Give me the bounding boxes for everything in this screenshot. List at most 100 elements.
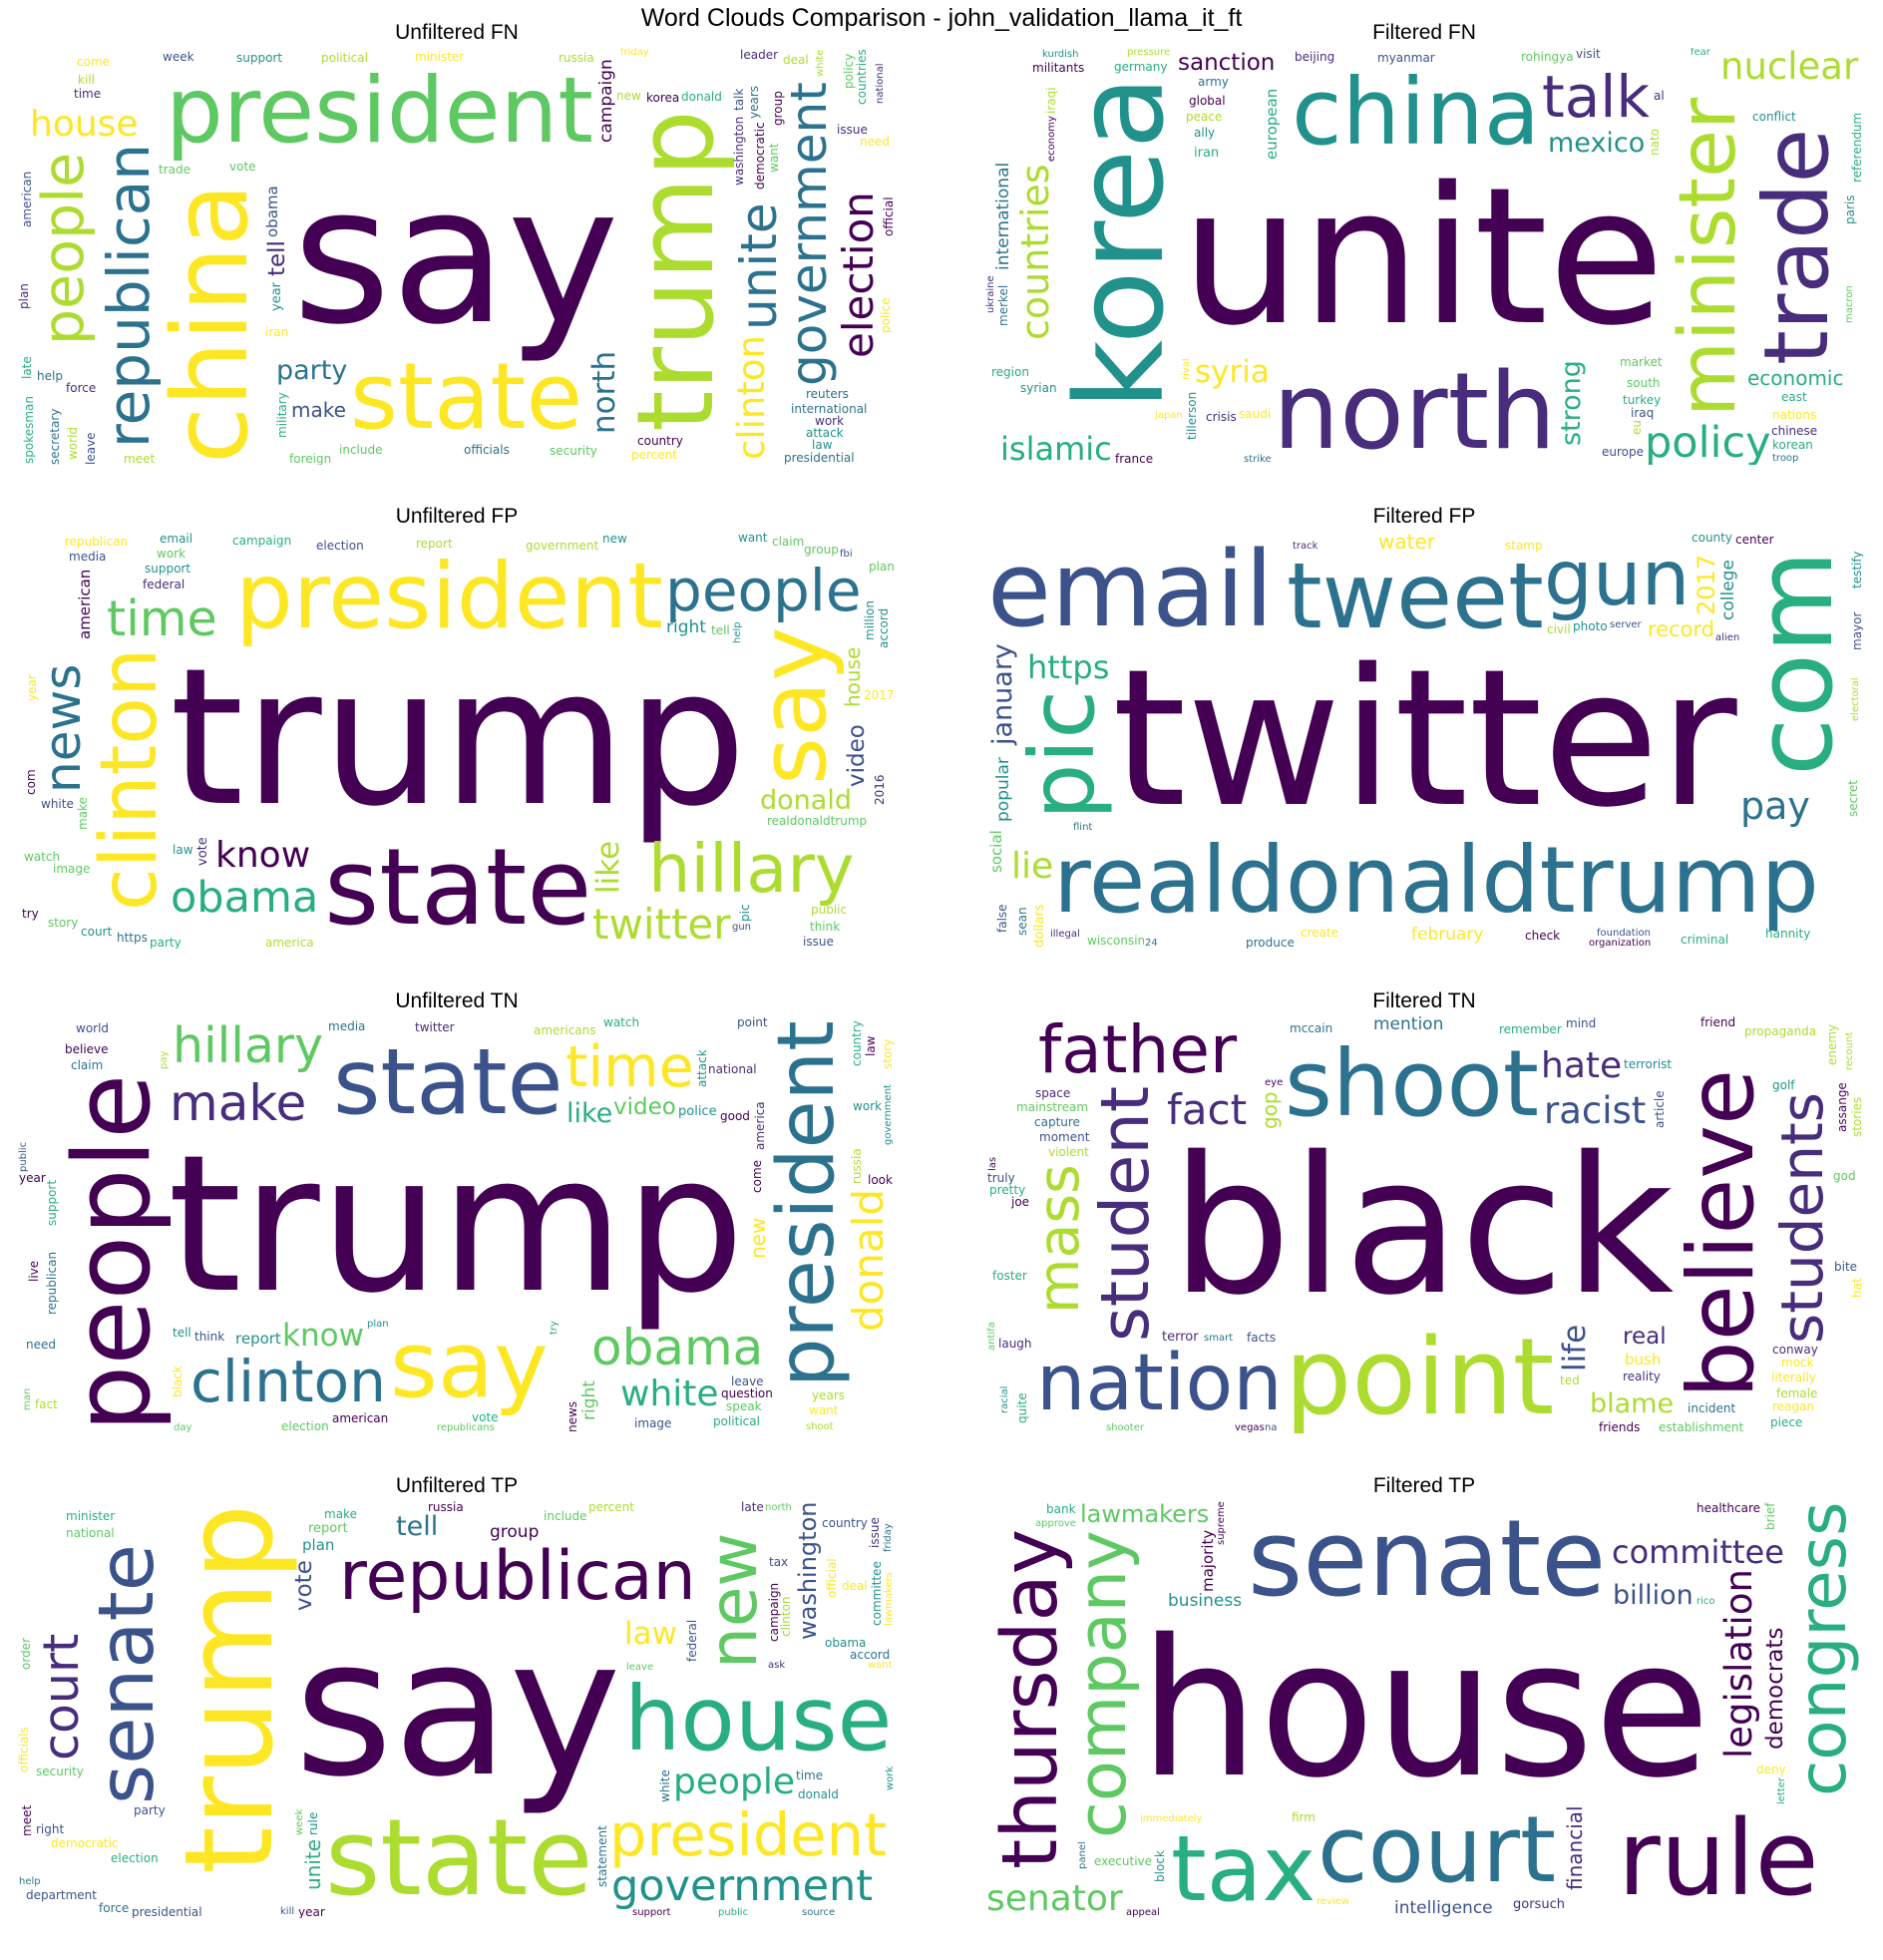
cloud-word: foreign	[289, 452, 332, 465]
cloud-word: policy	[842, 53, 856, 89]
cloud-word: white	[815, 49, 826, 77]
panel-title: Unfiltered FP	[395, 505, 519, 528]
cloud-word: majority	[1199, 1529, 1217, 1592]
cloud-word: business	[1168, 1591, 1243, 1611]
cloud-word: leave	[731, 1374, 764, 1388]
cloud-word: eu	[1630, 420, 1644, 435]
cloud-word: democratic	[51, 1836, 119, 1850]
cloud-word: vote	[195, 837, 210, 866]
cloud-word: conflict	[1752, 110, 1796, 124]
cloud-word: country	[850, 1020, 864, 1066]
cloud-word: golf	[1772, 1078, 1795, 1092]
cloud-word: issue	[837, 123, 868, 137]
cloud-word: vote	[291, 1560, 317, 1611]
cloud-word: photo	[1573, 619, 1608, 633]
cloud-word: february	[1411, 925, 1484, 945]
cloud-word: bank	[1046, 1502, 1076, 1516]
cloud-word: right	[666, 617, 706, 637]
cloud-word: video	[613, 1094, 676, 1120]
cloud-word: media	[328, 1019, 366, 1033]
cloud-word: enemy	[1825, 1023, 1839, 1065]
cloud-word: pretty	[989, 1183, 1026, 1197]
cloud-word: reality	[1623, 1370, 1661, 1383]
cloud-word: report	[308, 1521, 348, 1536]
cloud-word: friday	[883, 1523, 894, 1552]
cloud-word: work	[885, 1765, 896, 1790]
cloud-word: beijing	[1295, 50, 1335, 64]
cloud-word: minister	[415, 50, 465, 64]
cloud-word: blame	[1590, 1388, 1675, 1419]
cloud-word: legislation	[1717, 1569, 1760, 1759]
word-cloud: black shoot point believe nation student stude…	[985, 1016, 1863, 1433]
cloud-word: east	[1781, 390, 1807, 404]
cloud-word: clinton	[779, 1596, 793, 1637]
cloud-word: mayor	[1850, 611, 1863, 650]
cloud-word: include	[339, 443, 383, 457]
cloud-word: january	[987, 643, 1018, 745]
cloud-word: talk	[1542, 63, 1650, 131]
cloud-word: 2016	[873, 774, 887, 805]
cloud-word: support	[45, 1179, 59, 1226]
cloud-word: brief	[1763, 1502, 1777, 1531]
cloud-word: hillary	[648, 830, 855, 908]
cloud-word: create	[1301, 926, 1339, 940]
cloud-word: court	[33, 1633, 90, 1761]
cloud-word: washington	[732, 116, 746, 186]
cloud-word: news	[565, 1400, 579, 1432]
cloud-word: militants	[1032, 61, 1085, 75]
cloud-word: good	[720, 1109, 750, 1123]
cloud-word: immediately	[1140, 1813, 1203, 1824]
cloud-word: mainstream	[1016, 1100, 1089, 1114]
cloud-word: turkey	[1623, 393, 1662, 407]
cloud-word: work	[815, 414, 845, 428]
cloud-word: region	[991, 365, 1029, 379]
cloud-word: moment	[1039, 1130, 1090, 1144]
cloud-word: gun	[1544, 535, 1691, 623]
cloud-word: al	[1654, 89, 1665, 103]
cloud-word: support	[145, 562, 191, 576]
cloud-word: student	[1086, 1085, 1164, 1342]
cloud-word: presidential	[132, 1905, 202, 1918]
cloud-word: supreme	[1216, 1501, 1227, 1545]
cloud-word: company	[1063, 1530, 1141, 1838]
cloud-word: server	[1610, 619, 1642, 630]
cloud-word: trump	[170, 627, 747, 848]
cloud-word: america	[265, 936, 314, 949]
cloud-word: deny	[1756, 1763, 1786, 1776]
cloud-word: deal	[783, 53, 809, 67]
cloud-word: make	[76, 797, 90, 830]
cloud-word: want	[738, 532, 768, 545]
cloud-word: media	[69, 550, 107, 564]
cloud-word: capture	[1034, 1115, 1080, 1129]
cloud-word: violent	[1048, 1145, 1089, 1159]
cloud-word: record	[1648, 617, 1715, 641]
cloud-word: make	[291, 398, 346, 422]
cloud-word: minister	[1664, 97, 1753, 417]
cloud-word: shooter	[1106, 1422, 1144, 1433]
cloud-word: group	[804, 543, 839, 557]
cloud-word: produce	[1246, 936, 1295, 949]
cloud-word: tweet	[1287, 545, 1544, 649]
cloud-word: federal	[685, 1619, 699, 1662]
cloud-word: 24	[1145, 938, 1158, 949]
cloud-word: white	[620, 1373, 719, 1414]
cloud-word: na	[1265, 1422, 1278, 1433]
cloud-word: global	[1189, 94, 1226, 108]
cloud-word: claim	[772, 535, 805, 549]
cloud-word: japan	[1155, 410, 1183, 421]
cloud-word: trade	[1744, 128, 1848, 365]
cloud-word: campaign	[232, 534, 292, 548]
cloud-word: country	[822, 1516, 868, 1530]
cloud-word: time	[74, 87, 102, 101]
cloud-word: racial	[999, 1385, 1010, 1413]
cloud-word: election	[111, 1851, 159, 1865]
cloud-word: government	[883, 1084, 894, 1145]
cloud-word: ted	[1560, 1373, 1580, 1387]
cloud-word: know	[215, 835, 311, 876]
panel-filtered-fp: Filtered FP twitter realdonaldtrump com twe…	[985, 506, 1863, 951]
cloud-word: people	[51, 1073, 174, 1432]
cloud-word: clinton	[85, 647, 175, 911]
cloud-word: clinton	[730, 335, 773, 460]
cloud-word: criminal	[1681, 933, 1729, 947]
cloud-word: korea	[1050, 75, 1191, 410]
